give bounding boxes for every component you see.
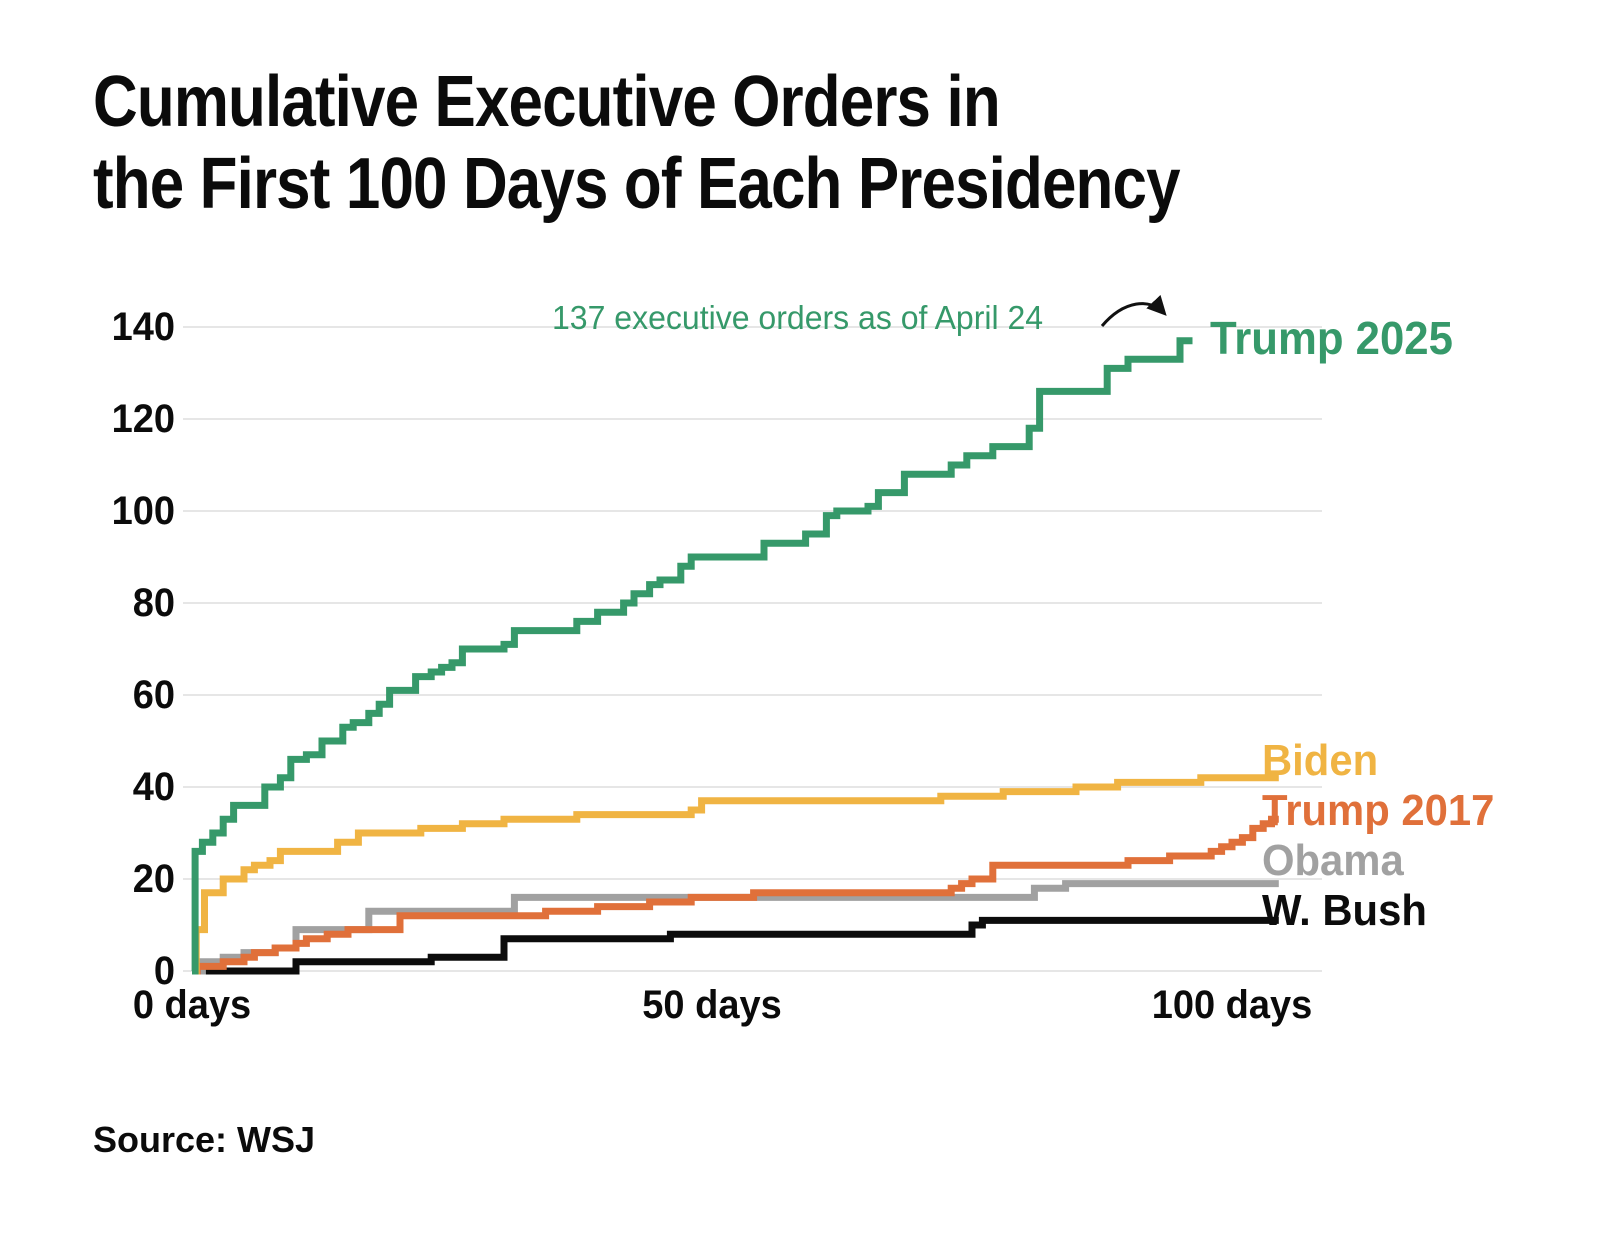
series-label-obama: Obama — [1262, 836, 1404, 885]
x-tick-label-50: 50 days — [642, 983, 782, 1027]
gridlines-group — [183, 326, 1322, 972]
series-label-biden: Biden — [1262, 736, 1379, 785]
series-label-trump2017: Trump 2017 — [1262, 786, 1495, 835]
series-line-biden — [192, 774, 1279, 975]
y-tick-label-140: 140 — [111, 305, 175, 349]
annotation-arrow-icon — [1100, 294, 1167, 327]
chart-title-line-1: Cumulative Executive Orders in — [93, 62, 1001, 142]
series-label-trump2025: Trump 2025 — [1210, 312, 1453, 364]
y-tick-label-120: 120 — [111, 397, 175, 441]
y-tick-label-100: 100 — [111, 489, 175, 533]
y-tick-label-0: 0 — [153, 949, 175, 993]
series-line-trump2025 — [191, 337, 1193, 975]
y-tick-label-20: 20 — [132, 857, 175, 901]
series-line-wbush — [192, 916, 1279, 975]
chart-title-line-2: the First 100 Days of Each Presidency — [93, 144, 1181, 224]
series-lines-group — [191, 337, 1279, 975]
x-tick-label-100: 100 days — [1151, 983, 1313, 1027]
source-credit: Source: WSJ — [93, 1119, 316, 1160]
x-tick-label-0: 0 days — [132, 983, 252, 1027]
series-line-trump2017 — [192, 815, 1279, 975]
y-tick-label-80: 80 — [132, 581, 175, 625]
series-label-wbush: W. Bush — [1262, 886, 1427, 935]
y-tick-label-40: 40 — [132, 765, 175, 809]
annotation-label: 137 executive orders as of April 24 — [552, 299, 1044, 336]
y-tick-label-60: 60 — [132, 673, 175, 717]
